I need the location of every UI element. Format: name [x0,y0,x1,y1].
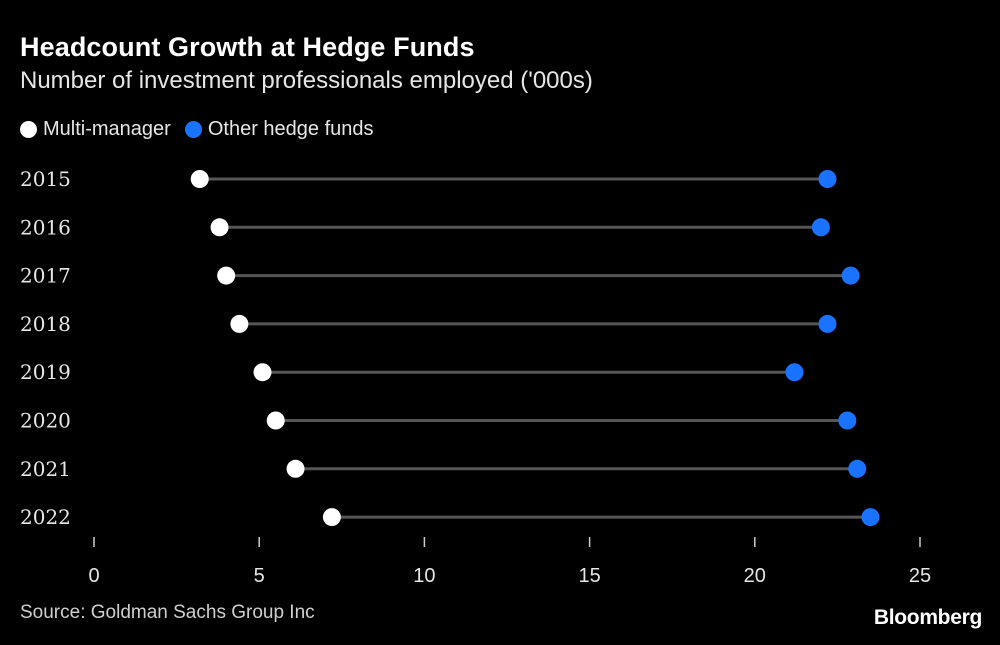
category-label-2017: 2017 [20,264,71,288]
x-tick-label-20: 20 [744,565,766,587]
x-tick-label-25: 25 [909,565,931,587]
other-hedge-funds-point-2019 [785,363,804,382]
x-tick-label-5: 5 [254,565,265,587]
x-tick-label-10: 10 [413,565,435,587]
category-label-2015: 2015 [20,167,71,191]
other-hedge-funds-point-2022 [861,508,880,527]
multi-manager-point-2022 [322,508,341,527]
multi-manager-point-2016 [210,218,229,237]
source-note: Source: Goldman Sachs Group Inc [20,602,315,623]
chart-title: Headcount Growth at Hedge Funds [20,32,475,62]
multi-manager-point-2021 [286,459,305,478]
other-hedge-funds-point-2020 [838,411,857,430]
chart-subtitle: Number of investment professionals emplo… [20,67,593,94]
legend: Multi-manager Other hedge funds [20,118,388,141]
multi-manager-point-2015 [190,170,209,188]
bloomberg-logo: Bloomberg [873,606,982,629]
legend-label-other-hedge-funds: Other hedge funds [207,118,374,140]
category-label-2021: 2021 [20,457,71,481]
legend-item-multi-manager: Multi-manager [20,118,171,141]
multi-manager-point-2020 [266,411,285,430]
x-tick-label-0: 0 [88,565,99,587]
other-hedge-funds-point-2017 [841,266,860,285]
multi-manager-point-2017 [217,266,236,285]
category-label-2022: 2022 [20,505,71,529]
other-hedge-funds-point-2018 [818,314,837,333]
x-tick-label-15: 15 [578,565,600,587]
other-hedge-funds-point-2021 [848,459,867,478]
legend-item-other-hedge-funds: Other hedge funds [184,118,374,141]
category-label-2019: 2019 [20,360,71,384]
other-hedge-funds-point-2015 [818,170,837,188]
legend-swatch-multi-manager [20,121,37,138]
other-hedge-funds-point-2016 [811,218,830,237]
legend-swatch-other-hedge-funds [184,121,202,138]
legend-label-multi-manager: Multi-manager [43,118,171,140]
category-label-2016: 2016 [20,215,71,239]
multi-manager-point-2018 [230,314,249,333]
category-label-2020: 2020 [20,409,71,433]
category-label-2018: 2018 [20,312,71,336]
multi-manager-point-2019 [253,363,272,382]
